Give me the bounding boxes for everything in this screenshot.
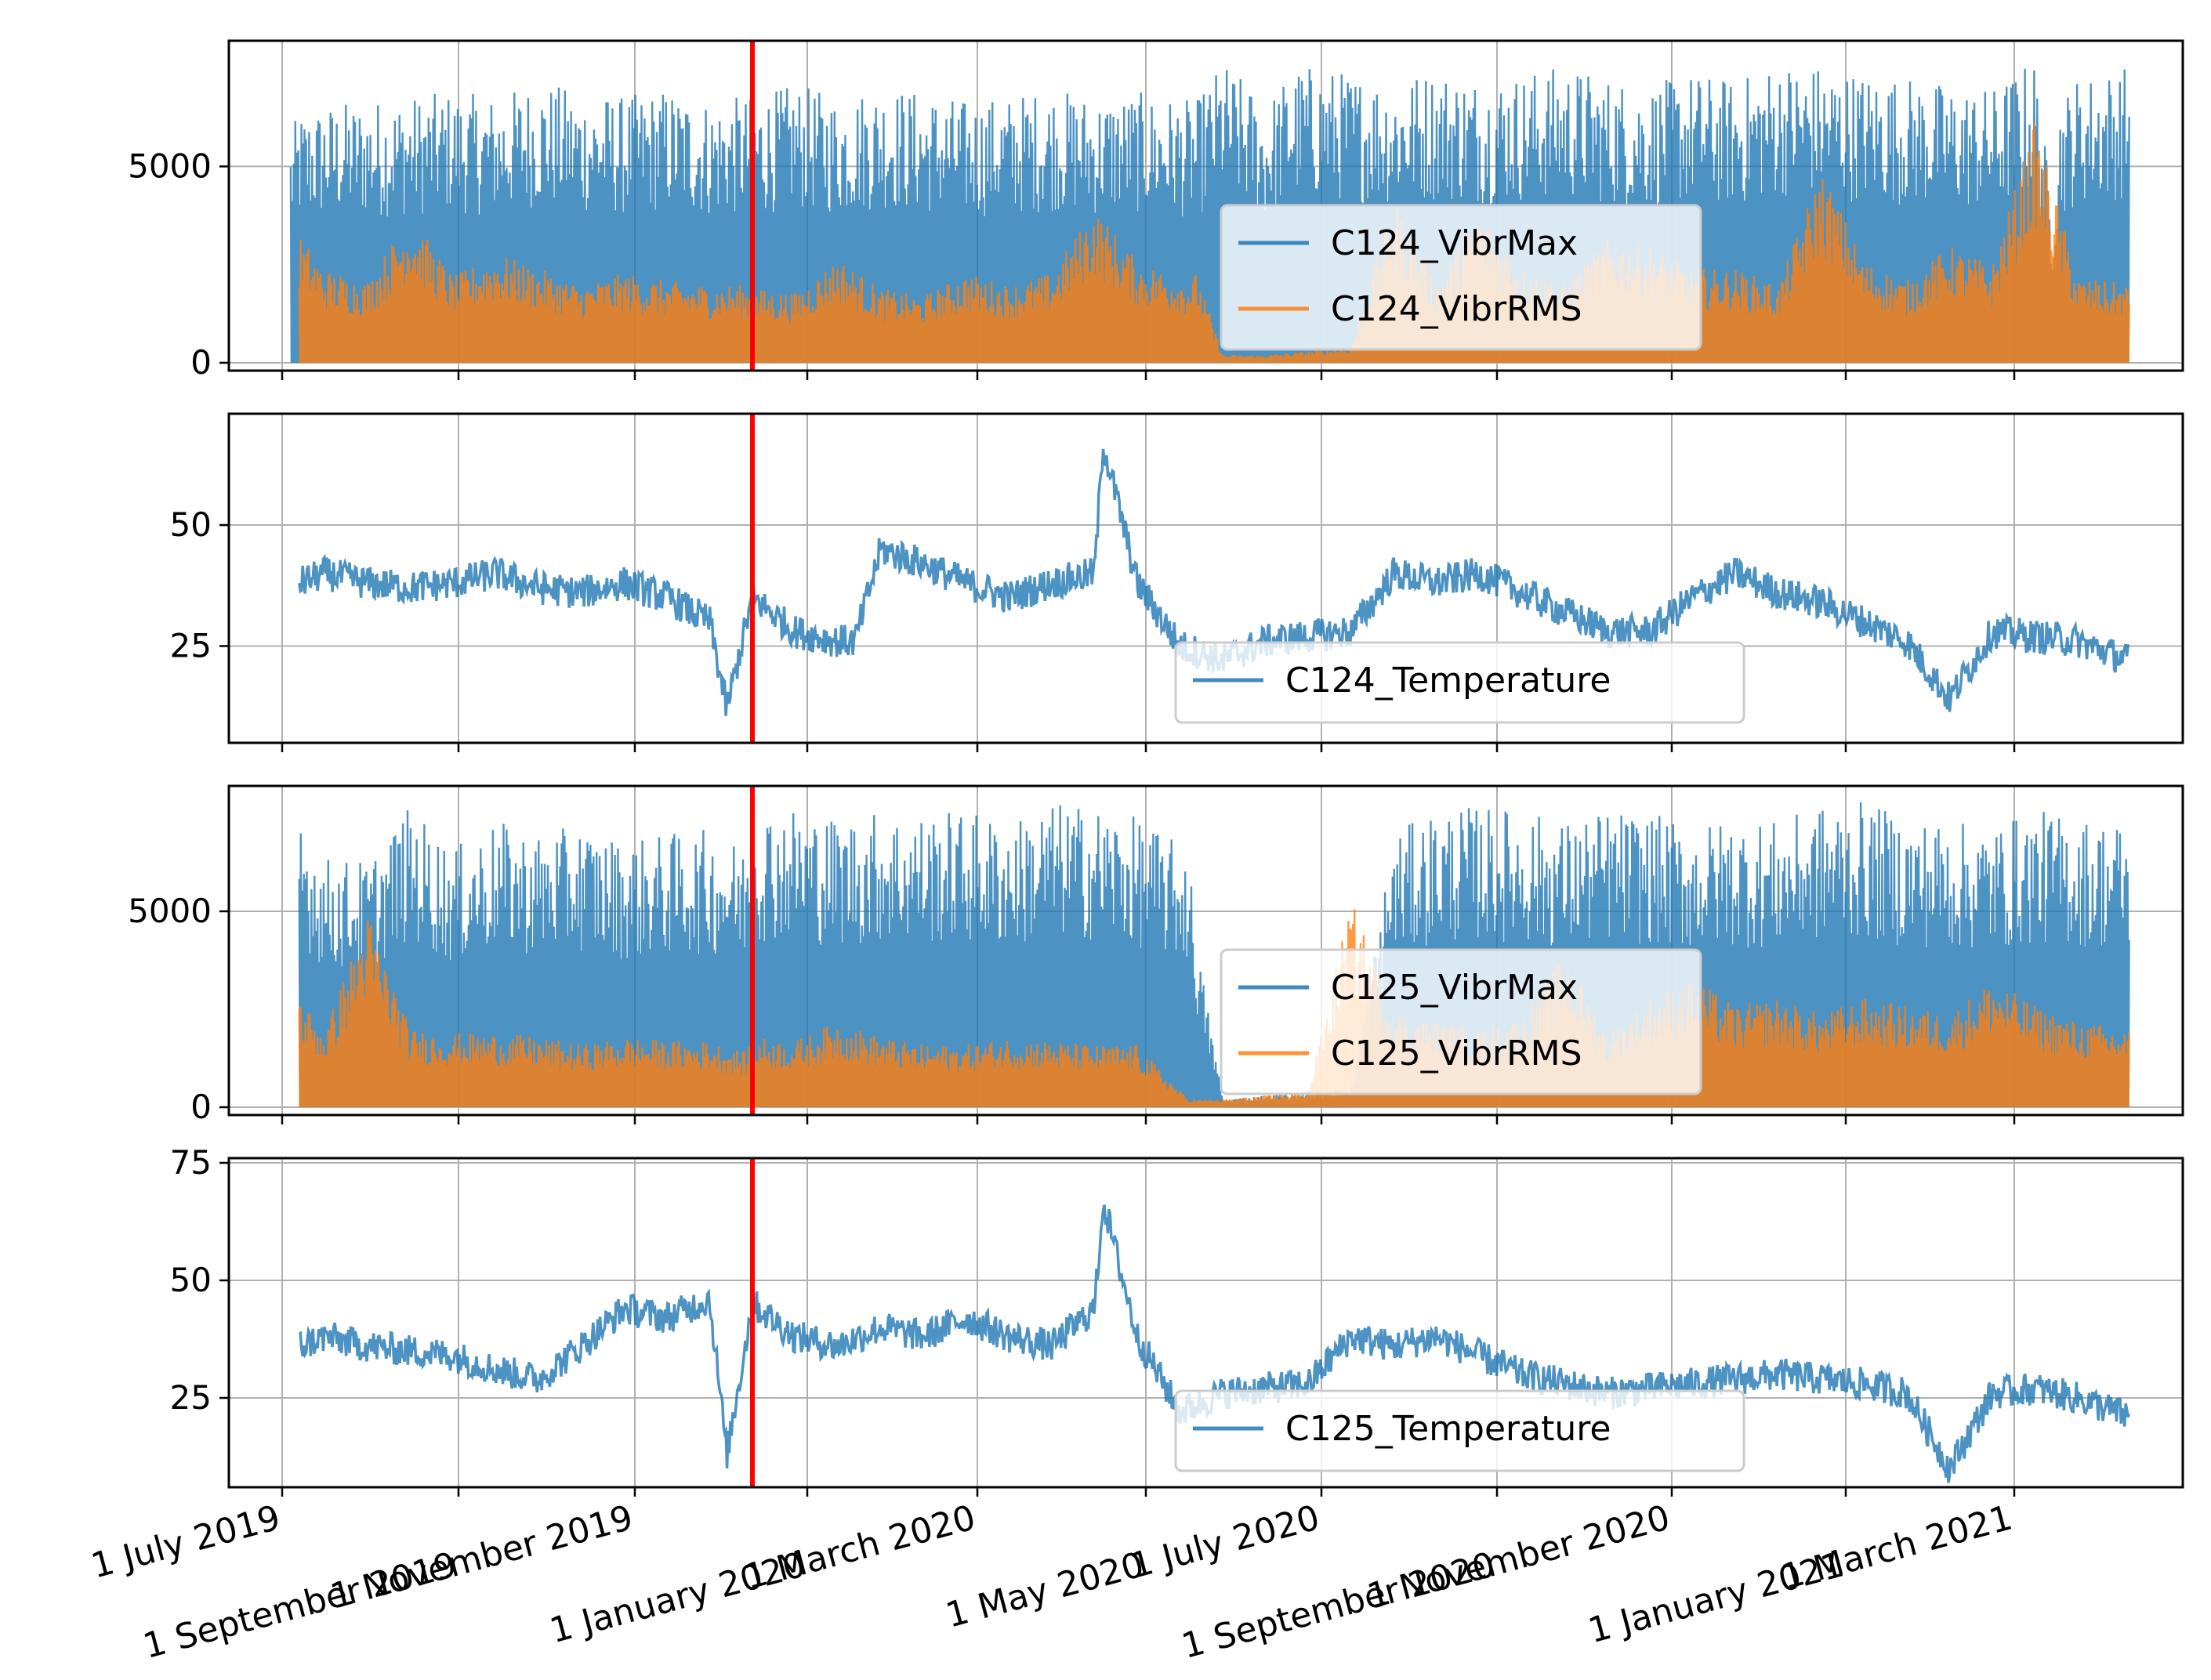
y-tick-label: 25 — [170, 1378, 212, 1417]
y-tick-label: 50 — [170, 505, 212, 544]
legend-box — [1174, 641, 1745, 724]
x-tick-label: 1 May 2020 — [942, 1544, 1148, 1635]
y-tick-label: 50 — [170, 1261, 212, 1299]
subplot-4: 25 50 75 C125_Temperature — [170, 1143, 2184, 1497]
legend-label: C125_VibrMax — [1331, 968, 1578, 1008]
legend: C124_Temperature — [1174, 641, 1745, 724]
series-C124_VibrMax — [289, 68, 2130, 364]
series-C125_Temperature — [298, 1204, 2131, 1483]
subplot-1: 0 5000 C124_VibrMax C124_VibrRMS — [128, 39, 2184, 382]
axes-frame — [227, 412, 2184, 744]
legend: C124_VibrMax C124_VibrRMS — [1220, 204, 1702, 351]
y-tick-label: 75 — [170, 1143, 212, 1182]
series-C125_VibrMax — [298, 802, 2130, 1108]
x-tick-label: 1 March 2020 — [741, 1497, 980, 1597]
y-tick-label: 25 — [170, 626, 212, 664]
legend-label: C124_VibrRMS — [1331, 289, 1582, 329]
y-tick-label: 5000 — [128, 892, 212, 930]
y-tick-label: 0 — [190, 1088, 212, 1126]
axes-frame — [227, 784, 2184, 1117]
axes-frame — [227, 39, 2184, 372]
legend-label: C124_Temperature — [1285, 661, 1611, 701]
subplot-3: 0 5000 C125_VibrMax C125_VibrRMS — [128, 784, 2184, 1126]
x-tick-label: 1 July 2020 — [1126, 1497, 1324, 1586]
subplot-2: 25 50 C124_Temperature — [170, 412, 2184, 752]
x-tick-label: 1 November 2019 — [326, 1497, 637, 1617]
legend-label: C125_VibrRMS — [1331, 1034, 1582, 1074]
y-tick-label: 5000 — [128, 147, 212, 185]
y-tick-label: 0 — [190, 343, 212, 382]
legend: C125_Temperature — [1174, 1389, 1745, 1472]
legend-box — [1220, 948, 1702, 1095]
legend-box — [1174, 1389, 1745, 1472]
series-C125_VibrRMS — [298, 909, 2130, 1108]
legend-label: C125_Temperature — [1285, 1409, 1611, 1449]
series-C124_VibrRMS — [298, 121, 2130, 364]
x-tick-label: 1 November 2020 — [1363, 1497, 1674, 1617]
legend-box — [1220, 204, 1702, 351]
x-tick-label: 1 March 2021 — [1778, 1497, 2017, 1597]
x-tick-label: 1 July 2019 — [87, 1497, 285, 1586]
legend: C125_VibrMax C125_VibrRMS — [1220, 948, 1702, 1095]
legend-label: C124_VibrMax — [1331, 223, 1578, 263]
axes-frame — [227, 1157, 2184, 1489]
